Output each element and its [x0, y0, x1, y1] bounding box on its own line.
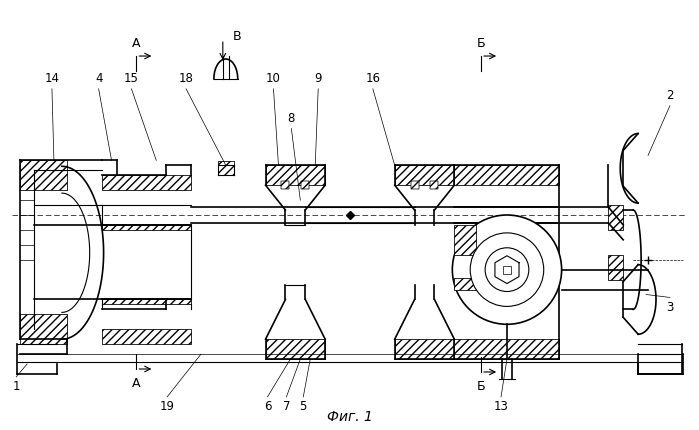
Circle shape	[470, 233, 544, 307]
Bar	[101, 299, 191, 304]
Bar	[20, 160, 67, 190]
Text: 3: 3	[666, 301, 674, 314]
Text: Фиг. 1: Фиг. 1	[326, 410, 373, 424]
Bar	[608, 205, 624, 230]
Circle shape	[452, 215, 561, 324]
Bar	[454, 278, 476, 289]
Text: А: А	[132, 378, 140, 390]
Bar	[20, 314, 67, 344]
Text: 8: 8	[288, 112, 295, 125]
Bar	[608, 205, 624, 230]
Bar	[20, 160, 67, 190]
Bar	[301, 181, 309, 189]
Bar	[454, 165, 559, 185]
Bar	[218, 161, 233, 175]
Bar	[431, 181, 438, 189]
Bar	[454, 339, 559, 359]
Circle shape	[485, 248, 529, 292]
Text: 4: 4	[95, 72, 102, 86]
Text: 18: 18	[179, 72, 194, 86]
Bar	[20, 314, 67, 344]
Bar	[282, 181, 289, 189]
Text: 1: 1	[13, 381, 20, 393]
Text: 19: 19	[159, 400, 175, 413]
Bar	[266, 339, 325, 359]
Bar	[503, 266, 511, 273]
Bar	[266, 165, 325, 185]
Bar	[454, 225, 476, 255]
Text: 14: 14	[45, 72, 59, 86]
Bar	[608, 255, 624, 280]
Bar	[301, 181, 309, 189]
Bar	[218, 161, 233, 175]
Bar	[282, 181, 289, 189]
Bar	[410, 181, 419, 189]
Bar	[101, 329, 191, 344]
Bar	[266, 165, 325, 185]
Text: 10: 10	[266, 72, 281, 86]
Text: 9: 9	[315, 72, 322, 86]
Bar	[395, 165, 454, 185]
Bar	[454, 278, 476, 289]
Bar	[395, 339, 454, 359]
Text: 16: 16	[366, 72, 380, 86]
Bar	[101, 225, 191, 230]
Text: 5: 5	[300, 400, 307, 413]
Bar	[431, 181, 438, 189]
Text: 7: 7	[282, 400, 290, 413]
Text: А: А	[132, 37, 140, 49]
Text: 6: 6	[264, 400, 271, 413]
Bar	[454, 165, 559, 185]
Text: В: В	[233, 30, 241, 43]
Bar	[101, 175, 191, 190]
Bar	[454, 225, 476, 255]
Bar	[410, 181, 419, 189]
Bar	[266, 339, 325, 359]
Bar	[395, 339, 454, 359]
Text: 15: 15	[124, 72, 139, 86]
Text: Б: Б	[477, 37, 486, 49]
Bar	[395, 165, 454, 185]
Bar	[454, 339, 559, 359]
Text: 2: 2	[666, 89, 674, 102]
Text: 13: 13	[493, 400, 508, 413]
Bar	[101, 329, 191, 344]
Text: Б: Б	[477, 381, 486, 393]
Bar	[101, 299, 191, 304]
Bar	[101, 175, 191, 190]
Bar	[608, 255, 624, 280]
Bar	[101, 225, 191, 230]
